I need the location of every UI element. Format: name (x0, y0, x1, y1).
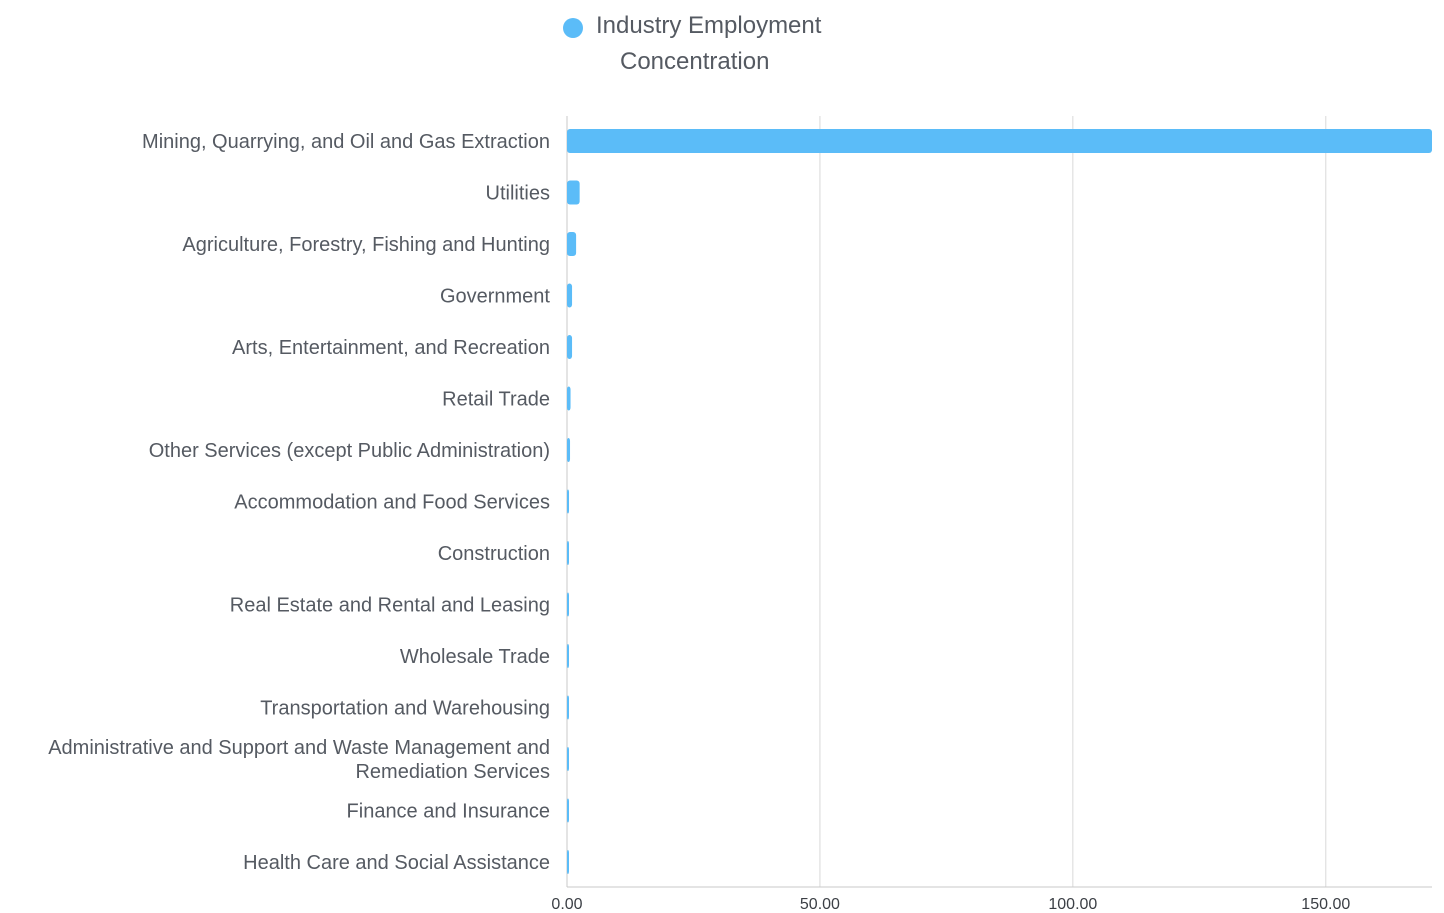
category-label-2: Agriculture, Forestry, Fishing and Hunti… (182, 234, 550, 256)
bar-12[interactable] (567, 747, 569, 771)
category-label-10: Wholesale Trade (400, 646, 550, 668)
chart-legend: Industry Employment Concentration (560, 6, 860, 78)
category-label-11: Transportation and Warehousing (260, 698, 550, 720)
x-tick-label-3: 150.00 (1301, 896, 1350, 913)
bar-2[interactable] (567, 232, 577, 256)
bar-7[interactable] (567, 489, 570, 514)
category-label-6: Other Services (except Public Administra… (149, 440, 550, 462)
category-label-1: Utilities (486, 183, 550, 205)
category-label-3: Government (440, 286, 550, 308)
x-tick-label-0: 0.00 (551, 896, 582, 913)
bar-9[interactable] (567, 592, 569, 617)
bar-1[interactable] (567, 180, 580, 205)
legend-series-marker-icon (563, 18, 583, 38)
bars (567, 129, 1432, 874)
bar-0[interactable] (567, 129, 1432, 153)
legend-label-line-1: Industry Employment (596, 12, 822, 39)
bar-13[interactable] (567, 798, 569, 823)
x-tick-labels: 0.00 50.00 100.00 150.00 (551, 896, 1350, 913)
x-tick-label-2: 100.00 (1048, 896, 1097, 913)
category-label-14: Health Care and Social Assistance (243, 852, 550, 874)
bar-5[interactable] (567, 386, 571, 411)
bar-6[interactable] (567, 438, 571, 462)
x-tick-label-1: 50.00 (800, 896, 840, 913)
gridlines (819, 116, 1327, 887)
category-label-9: Real Estate and Rental and Leasing (230, 595, 550, 617)
legend-label-line-2: Concentration (620, 48, 770, 75)
category-label-0: Mining, Quarrying, and Oil and Gas Extra… (142, 131, 550, 153)
bar-14[interactable] (567, 850, 569, 874)
x-axis (566, 116, 1432, 888)
category-labels: Mining, Quarrying, and Oil and Gas Extra… (48, 131, 550, 874)
bar-10[interactable] (567, 644, 569, 668)
category-label-12: Administrative and Support and Waste Man… (48, 737, 550, 783)
category-label-4: Arts, Entertainment, and Recreation (232, 337, 550, 359)
category-label-5: Retail Trade (442, 389, 550, 411)
category-label-7: Accommodation and Food Services (234, 492, 550, 514)
bar-8[interactable] (567, 541, 569, 565)
bar-4[interactable] (567, 335, 573, 359)
bar-3[interactable] (567, 283, 573, 308)
category-label-13: Finance and Insurance (347, 801, 550, 823)
bar-11[interactable] (567, 695, 569, 720)
legend-series-label: Industry Employment Concentration (596, 8, 846, 80)
category-label-8: Construction (438, 543, 550, 565)
